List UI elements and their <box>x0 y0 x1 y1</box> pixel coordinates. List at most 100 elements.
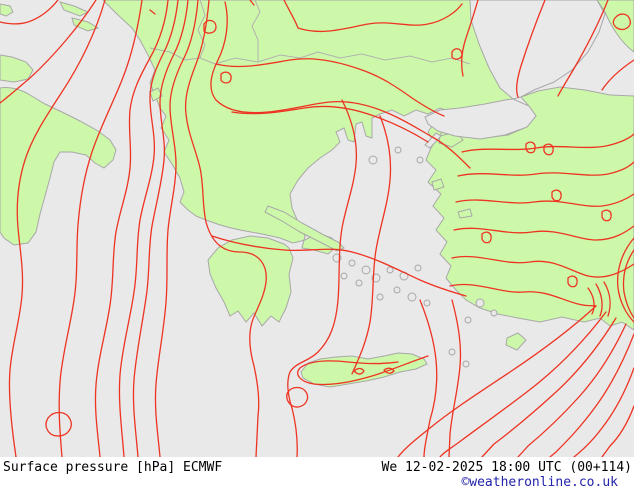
isobar-mark <box>249 0 255 6</box>
isobar-line <box>449 283 597 307</box>
country-border <box>197 0 206 59</box>
isobar-line <box>601 405 634 457</box>
island-outline <box>416 156 424 164</box>
isobar-line <box>439 311 607 457</box>
water-layer <box>424 0 606 149</box>
isobar-line <box>351 115 392 375</box>
isobar-line <box>287 99 358 457</box>
isobar-loop <box>481 231 492 244</box>
isobar-line <box>0 0 97 104</box>
island-outline <box>386 266 394 274</box>
country-border <box>251 0 261 62</box>
land-rhodes <box>505 332 527 351</box>
island-outline <box>361 265 371 275</box>
isobar-line <box>58 0 143 457</box>
island-outline <box>368 155 378 165</box>
island-outline <box>376 293 384 301</box>
isobar-line <box>573 367 634 457</box>
land-dalmatian-islands <box>71 17 100 32</box>
isobar-loop <box>543 143 554 156</box>
island-outline <box>462 360 470 368</box>
island-outline <box>340 272 348 280</box>
islands-layer <box>332 146 498 368</box>
isobar-loop <box>45 411 72 437</box>
island-outline <box>414 264 422 272</box>
isobar-line <box>297 355 429 386</box>
isobar-layer <box>0 0 634 457</box>
isobar-loop <box>383 367 395 374</box>
isobar-line <box>616 237 634 323</box>
isobar-line <box>397 305 597 457</box>
isobar-loop <box>286 386 309 408</box>
isobar-loop <box>451 48 463 60</box>
land-peloponnese <box>207 235 294 327</box>
isobar-line <box>184 0 267 457</box>
isobar-line <box>118 0 179 457</box>
isobar-line <box>451 255 634 278</box>
land-italy-north <box>0 3 14 17</box>
isobar-loop <box>612 13 631 31</box>
isobar-line <box>516 0 546 98</box>
isobar-line <box>283 0 463 33</box>
island-outline <box>407 292 417 302</box>
island-outline <box>394 146 402 154</box>
isobar-line <box>419 299 438 457</box>
isobar-line <box>481 317 617 457</box>
isobar-line <box>457 161 634 177</box>
land-dalmatian-islands <box>59 1 90 17</box>
land-corfu <box>149 87 163 102</box>
isobar-line <box>601 59 634 91</box>
isobar-line <box>460 0 479 77</box>
isobar-line <box>8 0 106 457</box>
isobar-line <box>622 249 634 319</box>
isobar-line <box>587 287 595 315</box>
island-outline <box>464 316 472 324</box>
isobar-loop <box>525 141 536 154</box>
island-outline <box>448 348 456 356</box>
sea-of-marmara <box>424 98 537 140</box>
isobar-line <box>517 323 627 457</box>
land-gargano <box>0 54 34 83</box>
isobar-line <box>557 0 609 97</box>
island-outline <box>348 259 356 267</box>
isobar-line <box>455 193 634 207</box>
isobar-line <box>549 333 634 457</box>
land-samos <box>457 208 473 219</box>
isobar-line <box>94 0 169 457</box>
copyright-watermark[interactable]: ©weatheronline.co.uk <box>461 475 618 490</box>
isobar-loop <box>203 19 217 34</box>
island-outline <box>490 309 498 317</box>
pressure-map <box>0 0 634 457</box>
caption-bar: Surface pressure [hPa] ECMWF We 12-02-20… <box>0 457 634 490</box>
product-label: Surface pressure [hPa] ECMWF <box>3 460 223 475</box>
isobar-line <box>215 58 445 117</box>
isobar-loop <box>220 71 232 84</box>
isobar-line <box>453 225 634 241</box>
isobar-loop <box>601 209 612 222</box>
country-border <box>317 51 471 65</box>
country-border <box>149 47 216 65</box>
land-chios <box>431 178 445 191</box>
isobar-line <box>0 0 59 25</box>
isobar-line <box>154 0 199 457</box>
isobar-line <box>231 105 429 143</box>
isobar-line <box>595 283 603 317</box>
isobar-line <box>603 281 611 317</box>
island-outline <box>475 298 485 308</box>
isobar-line <box>448 299 462 457</box>
isobar-mark <box>149 9 156 15</box>
border-layer <box>149 0 471 65</box>
black-sea <box>469 0 606 100</box>
island-outline <box>393 286 401 294</box>
island-outline <box>423 299 431 307</box>
island-outline <box>355 279 363 287</box>
isobar-loop <box>567 275 578 288</box>
country-border <box>214 51 319 65</box>
isobar-loop <box>551 189 562 202</box>
isobar-line <box>132 0 189 457</box>
isobar-line <box>461 133 634 153</box>
datetime-label: We 12-02-2025 18:00 UTC (00+114) <box>381 460 632 475</box>
isobar-loop <box>353 367 365 375</box>
isobar-line <box>211 235 467 297</box>
